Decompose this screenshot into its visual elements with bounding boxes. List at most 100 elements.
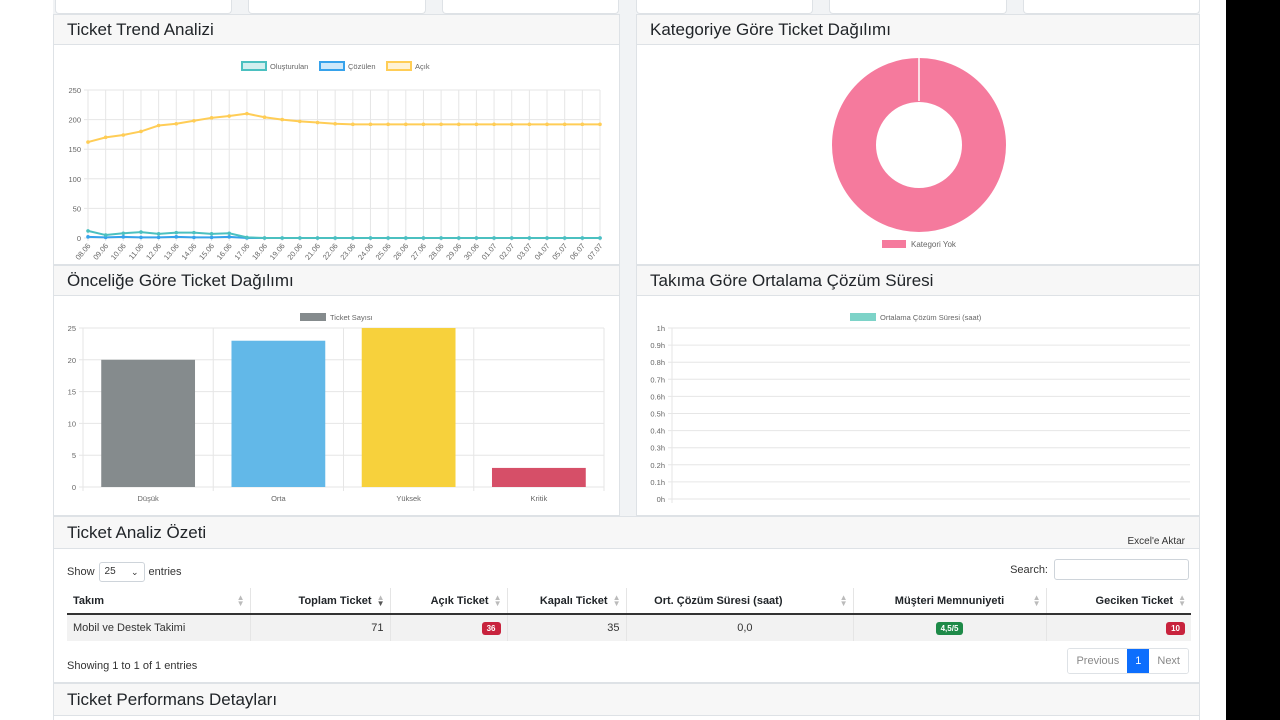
data-point (386, 122, 390, 127)
data-point (315, 120, 320, 125)
data-point (509, 122, 514, 127)
data-point (403, 236, 408, 240)
sort-icon: ▲ ▼ (493, 593, 502, 608)
export-excel-button[interactable]: Excel'e Aktar (1127, 536, 1186, 547)
page-1-button[interactable]: 1 (1127, 649, 1150, 673)
y-tick-label: 100 (68, 175, 81, 184)
data-point (209, 235, 214, 240)
x-tick-label: 30.06 (462, 242, 481, 262)
data-point (386, 236, 390, 240)
data-point (280, 236, 285, 240)
entries-select[interactable]: 25 ⌄ (98, 562, 145, 582)
y-tick-label: 0h (657, 495, 665, 504)
legend-label: Açık (415, 62, 430, 71)
data-point (474, 122, 479, 127)
data-point (562, 122, 567, 127)
y-tick-label: 10 (68, 419, 76, 428)
y-tick-label: 0 (77, 234, 81, 243)
sort-icon: ▲ ▼ (1032, 593, 1041, 608)
legend-label: Ticket Sayısı (330, 313, 373, 322)
next-page-button[interactable]: Next (1149, 649, 1188, 673)
x-tick-label: 16.06 (215, 242, 234, 262)
pagination: Previous 1 Next (1067, 648, 1189, 674)
trend-card-title: Ticket Trend Analizi (54, 15, 619, 45)
legend-label: Ortalama Çözüm Süresi (saat) (880, 313, 982, 322)
legend-label: Çözülen (348, 62, 376, 71)
x-tick-label: 18.06 (250, 242, 269, 262)
sort-desc-icon: ▲ ▼ (376, 593, 385, 608)
x-tick-label: 28.06 (427, 242, 446, 262)
x-tick-label: 19.06 (268, 242, 287, 262)
sort-icon: ▲ ▼ (1178, 593, 1186, 608)
x-tick-label: 06.07 (568, 242, 587, 262)
stat-card-stub (55, 0, 232, 14)
sort-icon: ▲ ▼ (236, 593, 245, 608)
summary-card-title: Ticket Analiz Özeti Excel'e Aktar (54, 517, 1199, 549)
column-header-closed[interactable]: Kapalı Ticket ▲ ▼ (507, 588, 627, 615)
column-header-satisfaction[interactable]: Müşteri Memnuniyeti ▲ ▼ (853, 588, 1047, 615)
x-tick-label: Yüksek (396, 494, 421, 503)
data-point (174, 230, 179, 235)
data-point (192, 118, 196, 123)
series-line-2 (87, 112, 600, 144)
priority-card-title: Önceliğe Göre Ticket Dağılımı (54, 266, 619, 296)
cell-avg-time: 0,0 (626, 614, 854, 641)
x-tick-label: 29.06 (444, 242, 463, 262)
data-point (351, 122, 355, 127)
column-header-avg-time[interactable]: Ort. Çözüm Süresi (saat) ▲ ▼ (626, 588, 854, 615)
right-gutter (1200, 0, 1226, 720)
x-tick-label: 05.07 (550, 242, 569, 262)
cell-team: Mobil ve Destek Takimi (67, 614, 251, 641)
previous-page-button[interactable]: Previous (1068, 649, 1128, 673)
column-header-team[interactable]: Takım ▲ ▼ (67, 588, 251, 615)
cell-late: 10 (1046, 614, 1191, 641)
y-tick-label: 15 (68, 388, 76, 397)
data-point (103, 233, 108, 237)
bar-3 (491, 467, 586, 487)
data-point (86, 235, 90, 239)
summary-title-text: Ticket Analiz Özeti (67, 523, 207, 542)
data-point (227, 114, 232, 118)
data-point (121, 133, 126, 137)
data-point (545, 236, 549, 240)
open-count-badge: 36 (481, 621, 501, 635)
data-point (139, 230, 143, 234)
column-header-label: Açık Ticket (430, 594, 489, 607)
column-header-label: Toplam Ticket (298, 594, 372, 607)
data-point (492, 236, 496, 240)
data-point (333, 236, 337, 240)
data-point (580, 236, 585, 240)
data-point (492, 122, 496, 127)
data-point (86, 140, 90, 144)
late-count-badge: 10 (1166, 621, 1185, 635)
resolution-card-title: Takıma Göre Ortalama Çözüm Süresi (637, 266, 1199, 296)
y-tick-label: 0.8h (650, 358, 665, 367)
y-tick-label: 0.2h (650, 461, 665, 470)
x-tick-label: Düşük (137, 494, 159, 503)
stat-card-stub (636, 0, 813, 14)
column-header-late[interactable]: Geciken Ticket ▲ ▼ (1046, 588, 1191, 615)
x-tick-label: 22.06 (321, 242, 340, 262)
category-card: Kategoriye Göre Ticket Dağılımı Kategori… (636, 14, 1200, 265)
data-point (580, 122, 585, 127)
resolution-card: Takıma Göre Ortalama Çözüm Süresi 1h 0.9h… (636, 265, 1200, 516)
data-point (527, 122, 532, 127)
y-tick-label: 0.4h (650, 427, 665, 436)
data-point (421, 236, 426, 240)
data-point (403, 122, 408, 127)
cell-open: 36 (390, 614, 508, 641)
search-input[interactable] (1054, 559, 1189, 580)
data-point (456, 122, 461, 127)
dashboard-content: Ticket Trend Analizi 250 200 150 100 50 0 08.0… (53, 0, 1200, 720)
left-gutter (0, 0, 53, 720)
data-point (103, 135, 108, 140)
search-label: Search: (1010, 563, 1048, 576)
data-point (333, 121, 337, 126)
x-tick-label: 15.06 (197, 242, 216, 262)
column-header-total[interactable]: Toplam Ticket ▲ ▼ (250, 588, 391, 615)
column-header-open[interactable]: Açık Ticket ▲ ▼ (390, 588, 508, 615)
x-tick-label: 03.07 (515, 242, 534, 262)
entries-value: 25 (104, 566, 116, 577)
data-point (245, 235, 249, 240)
